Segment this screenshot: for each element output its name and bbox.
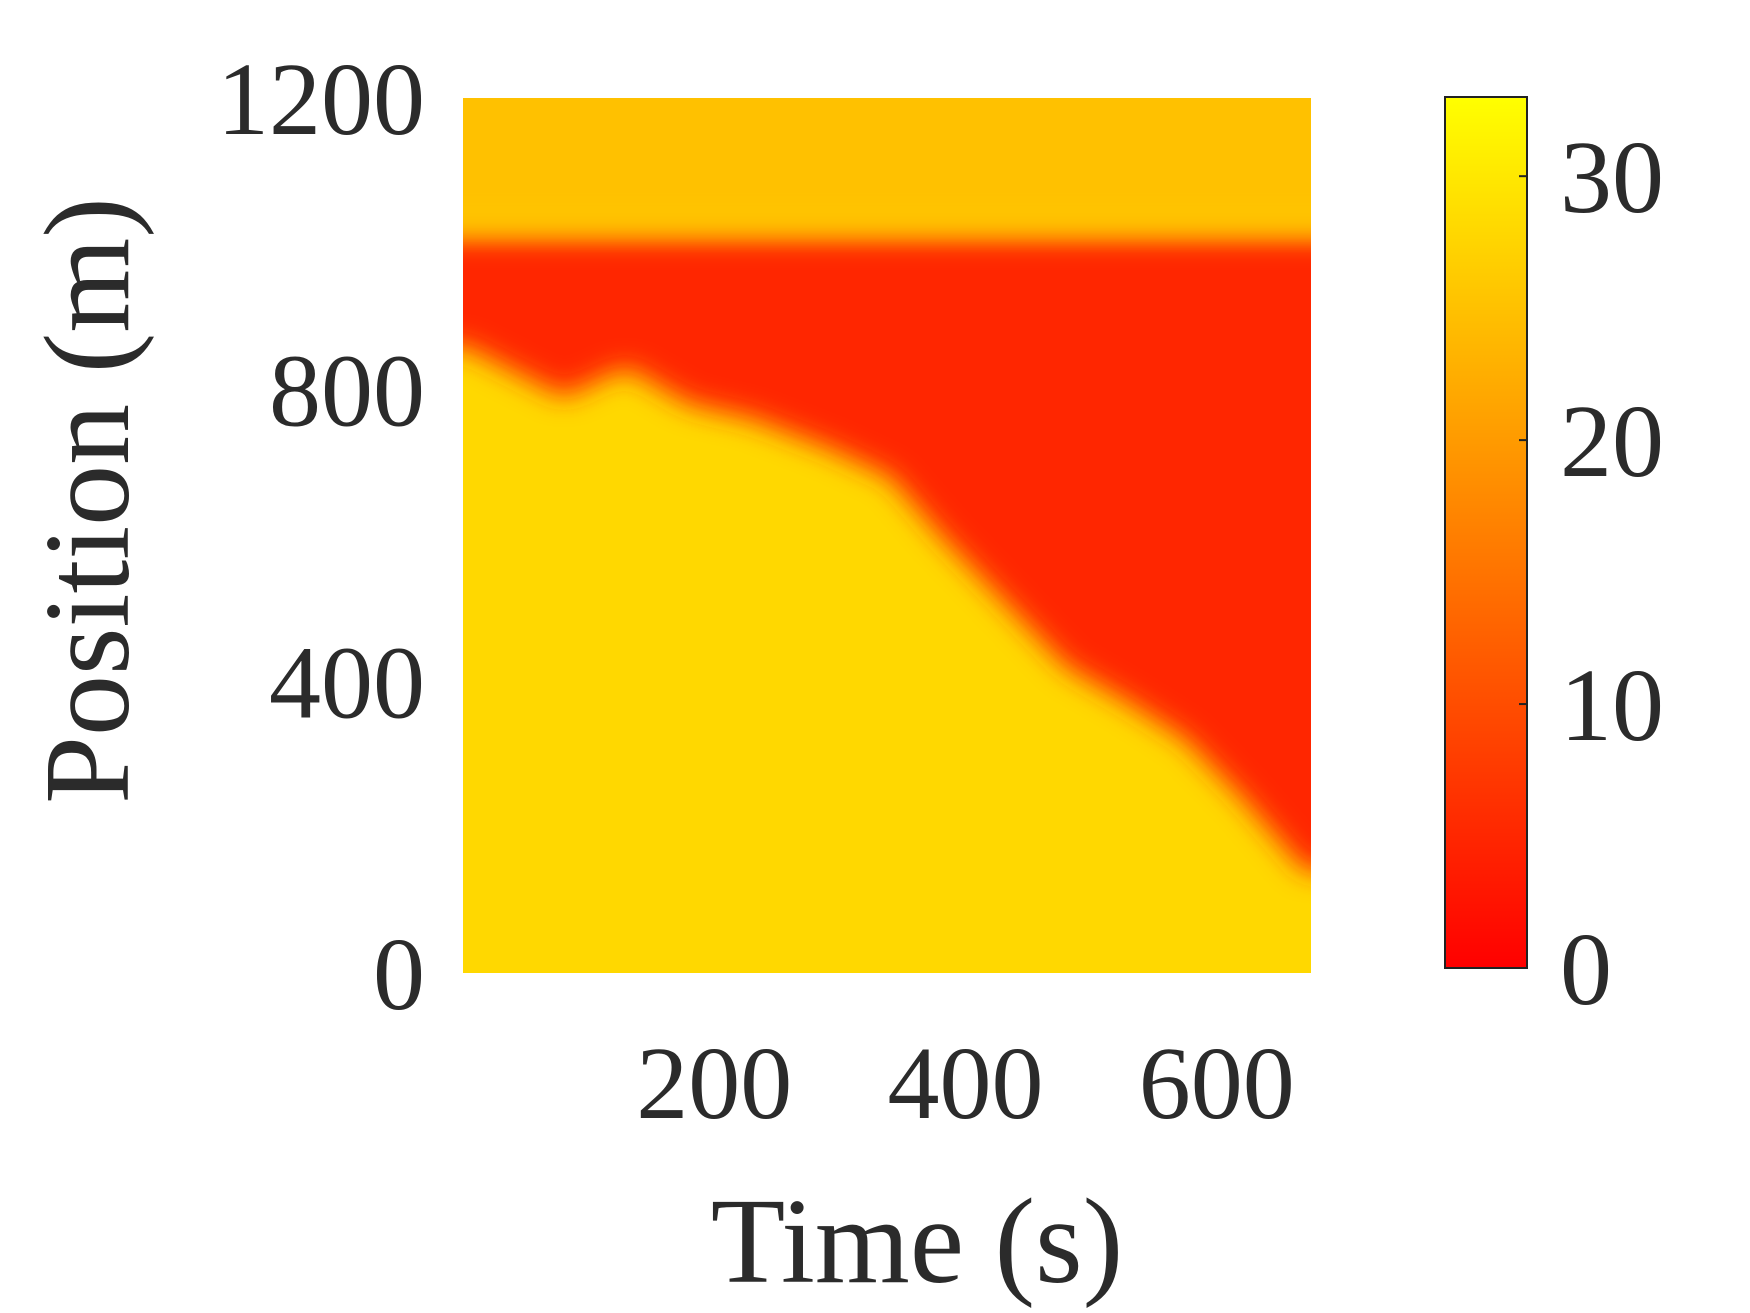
y-tick-label: 400	[269, 625, 425, 740]
colorbar: 0 10 20 30	[1444, 96, 1664, 1027]
y-axis-ticks: 0 400 800 1200	[217, 42, 425, 1032]
y-axis-label: Position (m)	[20, 197, 155, 804]
x-axis-label: Time (s)	[711, 1174, 1123, 1309]
x-tick-label: 400	[888, 1026, 1044, 1141]
congestion-region	[463, 236, 1311, 871]
x-axis-ticks: 200 400 600	[636, 1026, 1295, 1141]
y-tick-label: 800	[269, 334, 425, 449]
colorbar-tick-label: 20	[1560, 384, 1664, 499]
downstream-region	[463, 98, 1311, 223]
colorbar-ticks: 0 10 20 30	[1519, 120, 1664, 1027]
plot-area	[463, 98, 1311, 973]
colorbar-tick-label: 10	[1560, 648, 1664, 763]
y-tick-label: 0	[373, 917, 425, 1032]
x-tick-label: 200	[636, 1026, 792, 1141]
colorbar-tick-label: 30	[1560, 120, 1664, 235]
x-tick-label: 600	[1139, 1026, 1295, 1141]
colorbar-tick-label: 0	[1560, 912, 1612, 1027]
y-tick-label: 1200	[217, 42, 425, 157]
colorbar-gradient	[1444, 96, 1528, 969]
